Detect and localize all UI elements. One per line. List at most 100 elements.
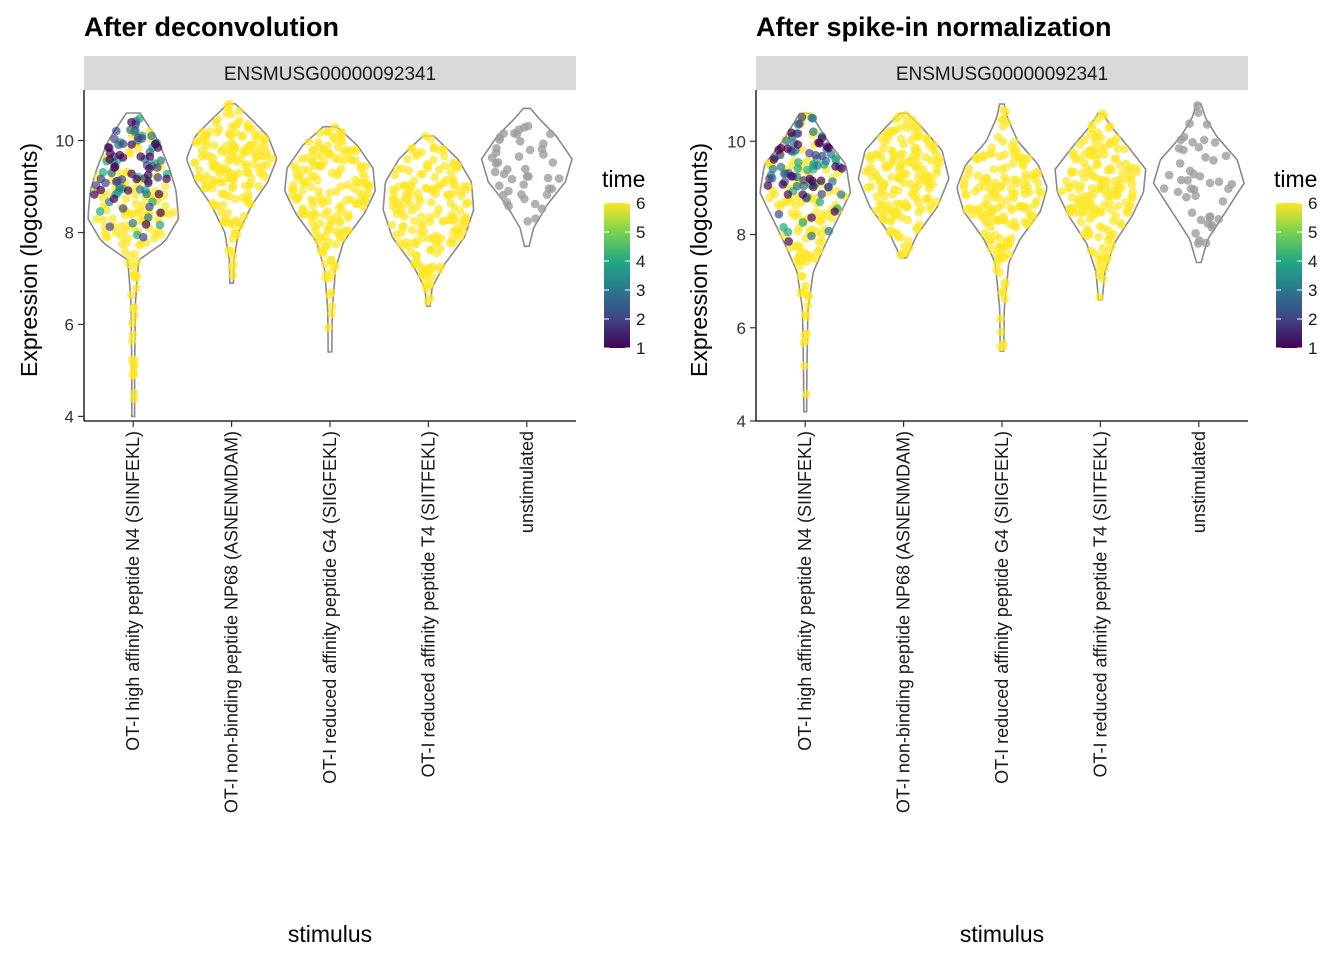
- data-point: [92, 214, 101, 224]
- data-point: [413, 189, 423, 198]
- data-point: [1224, 184, 1233, 193]
- data-point: [993, 132, 1003, 142]
- data-point: [108, 214, 117, 224]
- data-point: [312, 151, 321, 161]
- data-point: [302, 153, 311, 163]
- data-point: [1176, 175, 1186, 185]
- data-point: [813, 161, 822, 170]
- data-point: [898, 157, 907, 166]
- data-point: [125, 209, 135, 219]
- x-tick-label: OT-I non-binding peptide NP68 (ASNENMDAM…: [222, 431, 242, 813]
- data-point: [350, 144, 359, 154]
- data-point: [891, 211, 901, 220]
- x-axis-ticks: OT-I high affinity peptide N4 (SIINFEKL)…: [123, 421, 537, 813]
- data-point: [236, 154, 245, 163]
- legend-title: time: [602, 166, 645, 192]
- data-point: [1002, 117, 1012, 127]
- data-point: [889, 127, 898, 136]
- data-point: [117, 239, 127, 249]
- y-axis-ticks: 4 6 8 10: [727, 132, 756, 431]
- data-point: [139, 232, 148, 242]
- data-point: [129, 370, 139, 380]
- data-point: [403, 154, 412, 164]
- data-point: [126, 125, 135, 135]
- data-point: [151, 139, 160, 149]
- data-point: [499, 129, 509, 138]
- data-point: [1092, 205, 1102, 215]
- x-tick-label: OT-I reduced affinity peptide G4 (SIIGFE…: [992, 431, 1012, 784]
- data-point: [398, 222, 407, 231]
- violin-3: [283, 122, 377, 353]
- data-point: [1194, 143, 1204, 152]
- data-point: [921, 153, 930, 162]
- data-point: [102, 232, 112, 242]
- data-point: [231, 120, 240, 130]
- data-point: [439, 178, 449, 188]
- data-point: [794, 158, 803, 167]
- data-point: [986, 222, 995, 232]
- data-point: [523, 121, 533, 131]
- x-tick-label: unstimulated: [1189, 431, 1209, 533]
- data-point: [298, 165, 308, 174]
- data-point: [145, 152, 155, 161]
- data-point: [976, 211, 985, 220]
- data-point: [212, 201, 222, 210]
- data-point: [798, 218, 808, 227]
- data-point: [522, 172, 532, 181]
- data-point: [98, 215, 108, 225]
- data-point: [242, 167, 251, 177]
- y-tick-label: 4: [65, 407, 74, 426]
- data-point: [980, 182, 989, 191]
- data-point: [254, 182, 264, 191]
- data-point: [787, 172, 796, 181]
- y-tick-label: 4: [737, 412, 746, 431]
- data-point: [1096, 182, 1106, 191]
- data-point: [873, 150, 883, 159]
- data-point: [331, 262, 340, 271]
- data-point: [1010, 151, 1019, 161]
- data-point: [1191, 229, 1200, 238]
- data-point: [801, 281, 810, 291]
- data-point: [520, 194, 529, 204]
- data-point: [1093, 174, 1102, 183]
- data-point: [162, 174, 171, 184]
- data-point: [519, 180, 528, 189]
- data-point: [824, 182, 833, 192]
- data-point: [161, 182, 170, 191]
- data-point: [817, 189, 826, 199]
- x-axis-ticks: OT-I high affinity peptide N4 (SIINFEKL)…: [795, 421, 1209, 813]
- data-point: [424, 281, 434, 290]
- data-point: [914, 131, 924, 141]
- panel-after-spike-in-normalization: After spike-in normalization ENSMUSG0000…: [686, 12, 1317, 947]
- violin-5: [480, 107, 573, 248]
- data-point: [128, 330, 138, 339]
- data-point: [327, 309, 336, 319]
- legend-title: time: [1274, 166, 1317, 192]
- data-point: [334, 229, 343, 239]
- data-point: [235, 221, 245, 230]
- data-point: [879, 215, 889, 225]
- data-point: [330, 122, 339, 132]
- data-point: [899, 178, 909, 188]
- data-point: [1106, 234, 1116, 243]
- data-point: [113, 176, 122, 186]
- data-point: [1023, 153, 1033, 163]
- data-point: [144, 213, 153, 222]
- data-point: [543, 173, 553, 183]
- data-point: [1126, 171, 1136, 180]
- data-point: [899, 139, 908, 149]
- data-point: [1073, 196, 1083, 205]
- data-point: [429, 155, 438, 165]
- data-point: [987, 143, 996, 152]
- data-point: [138, 200, 148, 210]
- data-point: [530, 199, 540, 209]
- data-point: [111, 228, 121, 237]
- data-point: [169, 208, 178, 217]
- data-point: [156, 208, 165, 217]
- data-point: [387, 220, 397, 230]
- data-point: [924, 180, 934, 189]
- data-point: [423, 184, 432, 193]
- data-point: [145, 164, 154, 173]
- data-point: [1100, 150, 1109, 159]
